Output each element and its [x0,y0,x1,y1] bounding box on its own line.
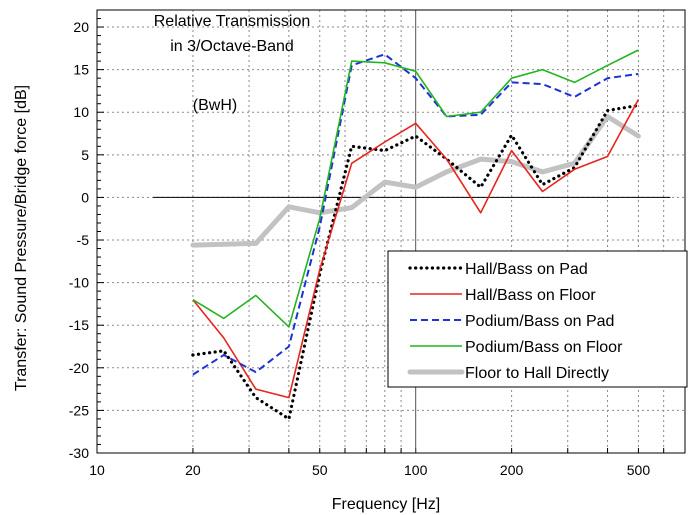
series-line-2 [192,53,639,376]
legend-label-1: Hall/Bass on Floor [465,287,596,304]
chart-title-line-1: Relative Transmission [154,13,311,30]
y-tick-label: -10 [69,275,89,291]
x-tick-label: 100 [404,462,428,478]
y-tick-label: -15 [69,317,89,333]
y-tick-label: 20 [73,19,89,35]
x-tick-label: 20 [185,462,201,478]
series-line-3 [192,49,639,328]
x-tick-label: 10 [89,462,105,478]
x-tick-label: 50 [312,462,328,478]
axes [96,9,686,454]
chart-annotation: (BwH) [193,97,237,114]
series-line-1 [192,99,640,399]
legend: Hall/Bass on Pad Hall/Bass on Floor Podium… [387,250,688,388]
x-axis-label: Frequency [Hz] [332,496,440,513]
plot-frame [96,9,686,454]
series-line-0 [191,103,641,421]
series-line-4 [190,114,641,248]
legend-label-0: Hall/Bass on Pad [465,261,588,278]
legend-label-3: Podium/Bass on Floor [465,339,623,356]
x-tick-label: 200 [500,462,524,478]
chart-title-line-2: in 3/Octave-Band [170,38,294,55]
legend-label-4: Floor to Hall Directly [465,365,609,382]
y-tick-label: -25 [69,402,89,418]
y-tick-label: 15 [73,62,89,78]
y-tick-label: 0 [81,189,89,205]
x-tick-label: 500 [627,462,651,478]
y-tick-label: 10 [73,104,89,120]
series-layer [190,49,641,421]
y-tick-label: -5 [77,232,90,248]
y-axis-label: Transfer: Sound Pressure/Bridge force [d… [13,85,30,391]
y-tick-label: -30 [69,445,89,461]
y-tick-label: 5 [81,147,89,163]
legend-label-2: Podium/Bass on Pad [465,313,614,330]
y-tick-label: -20 [69,360,89,376]
